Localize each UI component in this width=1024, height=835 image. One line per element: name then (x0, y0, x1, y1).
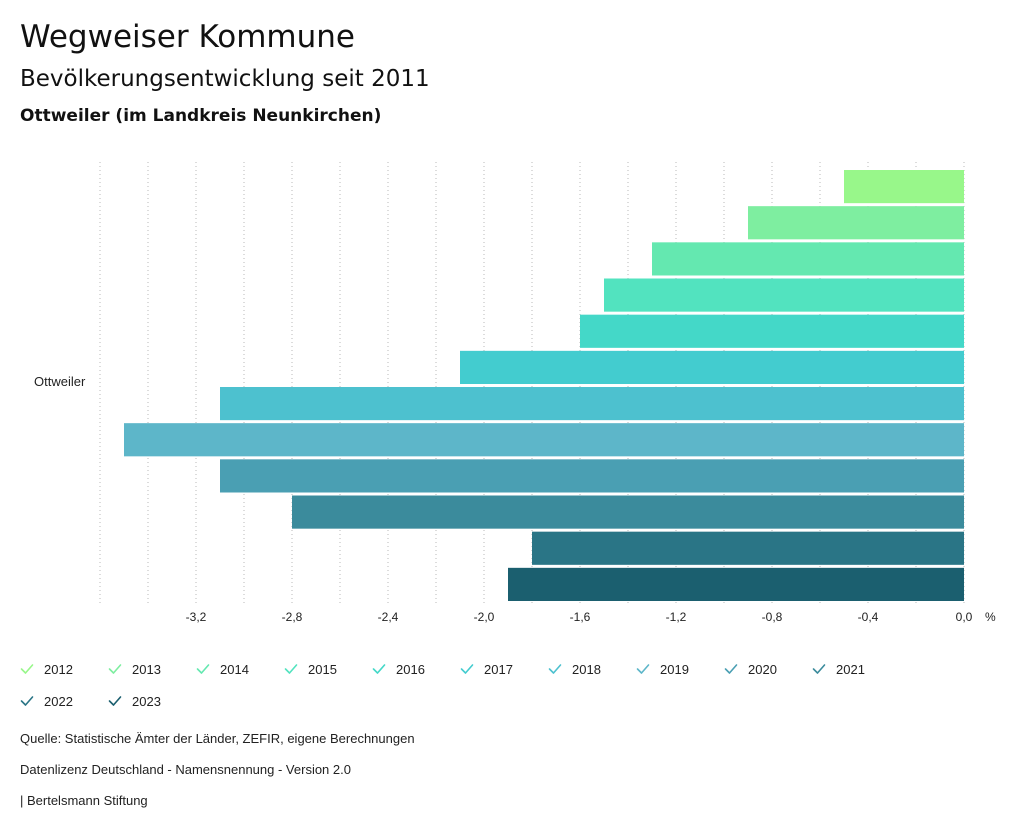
legend-item-2020[interactable]: 2020 (724, 657, 777, 681)
bar-2019: 2019: -3,5 % (124, 423, 964, 457)
x-axis-unit: % (985, 610, 996, 624)
check-icon (372, 664, 386, 674)
legend-label: 2012 (44, 661, 73, 677)
legend-item-2018[interactable]: 2018 (548, 657, 601, 681)
source-text: Quelle: Statistische Ämter der Länder, Z… (20, 731, 415, 746)
legend-label: 2014 (220, 661, 249, 677)
legend-label: 2013 (132, 661, 161, 677)
bar-2018: 2018: -3,1 % (220, 387, 964, 421)
legend-label: 2018 (572, 661, 601, 677)
category-label: Ottweiler (34, 374, 86, 389)
legend-item-2014[interactable]: 2014 (196, 657, 249, 681)
legend-item-2016[interactable]: 2016 (372, 657, 425, 681)
x-tick-label: -0,8 (762, 610, 783, 624)
bar-2023: 2023: -1,9 % (508, 567, 964, 601)
check-icon (284, 664, 298, 674)
bar-2017: 2017: -2,1 % (460, 350, 964, 384)
chart-subtitle: Bevölkerungsentwicklung seit 2011 (20, 66, 430, 92)
publisher-text: | Bertelsmann Stiftung (20, 793, 148, 808)
bar-2021: 2021: -2,8 % (292, 495, 964, 529)
bar-2016: 2016: -1,6 % (580, 314, 964, 348)
bar-2013: 2013: -0,9 % (748, 206, 964, 240)
legend-label: 2023 (132, 693, 161, 709)
region-label: Ottweiler (im Landkreis Neunkirchen) (20, 106, 382, 126)
legend-label: 2022 (44, 693, 73, 709)
check-icon (812, 664, 826, 674)
legend-item-2023[interactable]: 2023 (108, 689, 161, 713)
legend-label: 2019 (660, 661, 689, 677)
legend-label: 2021 (836, 661, 865, 677)
check-icon (548, 664, 562, 674)
page-title: Wegweiser Kommune (20, 19, 355, 55)
bar-2020: 2020: -3,1 % (220, 459, 964, 493)
legend-item-2022[interactable]: 2022 (20, 689, 73, 713)
bar-2015: 2015: -1,5 % (604, 278, 964, 312)
legend-label: 2015 (308, 661, 337, 677)
legend-item-2017[interactable]: 2017 (460, 657, 513, 681)
check-icon (20, 696, 34, 706)
check-icon (108, 664, 122, 674)
x-tick-label: -1,6 (570, 610, 591, 624)
x-tick-label: -0,4 (858, 610, 879, 624)
check-icon (724, 664, 738, 674)
check-icon (636, 664, 650, 674)
legend-item-2012[interactable]: 2012 (20, 657, 73, 681)
bar-2022: 2022: -1,8 % (532, 531, 964, 565)
bar-2012: 2012: -0,5 % (844, 170, 964, 204)
legend-label: 2017 (484, 661, 513, 677)
x-tick-label: -2,4 (378, 610, 399, 624)
license-text: Datenlizenz Deutschland - Namensnennung … (20, 762, 351, 777)
legend-item-2021[interactable]: 2021 (812, 657, 865, 681)
legend-label: 2016 (396, 661, 425, 677)
x-tick-label: -1,2 (666, 610, 687, 624)
legend-item-2013[interactable]: 2013 (108, 657, 161, 681)
check-icon (108, 696, 122, 706)
x-tick-label: -2,0 (474, 610, 495, 624)
bar-chart: 2012: -0,5 %2013: -0,9 %2014: -1,3 %2015… (34, 162, 996, 624)
x-tick-label: 0,0 (956, 610, 973, 624)
legend-label: 2020 (748, 661, 777, 677)
x-tick-label: -2,8 (282, 610, 303, 624)
x-tick-label: -3,2 (186, 610, 207, 624)
legend-item-2015[interactable]: 2015 (284, 657, 337, 681)
check-icon (460, 664, 474, 674)
check-icon (196, 664, 210, 674)
check-icon (20, 664, 34, 674)
bar-2014: 2014: -1,3 % (652, 242, 964, 276)
legend-item-2019[interactable]: 2019 (636, 657, 689, 681)
